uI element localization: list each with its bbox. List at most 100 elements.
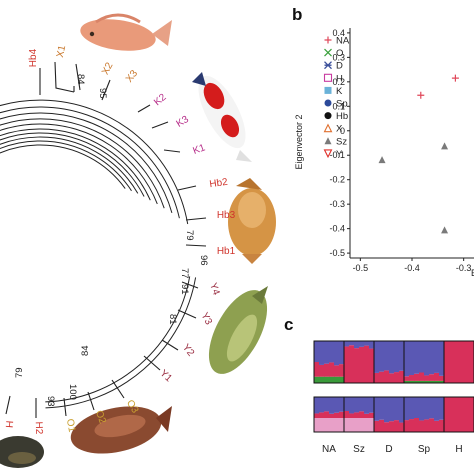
scatter-y-ticks: 0.4 0.3 0.2 0.1 0 -0.1 -0.2 -0.3 -0.4 -0.5 — [329, 28, 350, 258]
legend-label: Sp — [336, 99, 348, 110]
panel-label-b: b — [292, 5, 302, 24]
structure-bar-segment — [334, 412, 340, 418]
structure-bar-segment — [454, 397, 460, 432]
structure-bar-segment — [329, 418, 335, 432]
structure-bar-segment — [419, 380, 425, 383]
bootstrap-labels: 84 95 79 96 77 91 81 84 79 93 100 — [14, 74, 209, 407]
legend-label: O — [336, 48, 343, 59]
scatter-y-tick-label: 0.2 — [332, 77, 345, 87]
structure-bar-segment — [359, 418, 365, 432]
bootstrap-value: 77 — [179, 268, 190, 279]
tree-arc — [0, 118, 165, 209]
structure-bar-segment — [344, 411, 350, 418]
structure-bar-segment — [429, 418, 435, 432]
structure-bar-segment — [414, 380, 420, 383]
structure-bar-segment — [469, 397, 474, 432]
scatter-y-tick-label: -0.1 — [329, 150, 345, 160]
bootstrap-value: 84 — [75, 74, 86, 85]
tree-arc — [0, 99, 189, 225]
structure-bar-segment — [319, 397, 325, 413]
structure-bar-segment — [389, 397, 395, 422]
structure-bar-segment — [329, 413, 335, 418]
fish-photo-goldfish-top — [80, 13, 172, 51]
structure-bar-segment — [454, 341, 460, 383]
structure-bar-segment — [324, 418, 330, 432]
fish-photo-green-fish — [208, 286, 268, 374]
tree-arc — [0, 112, 173, 214]
leaf-label: Y2 — [180, 342, 196, 359]
structure-bar-segment — [419, 341, 425, 373]
tree-arc — [0, 136, 139, 194]
structure-bar-segment — [414, 341, 420, 374]
structure-bar-segment — [369, 418, 375, 432]
structure-bar-segment — [449, 341, 455, 383]
structure-bar-segment — [414, 418, 420, 432]
scatter-axes — [349, 28, 474, 259]
structure-bar-segment — [449, 397, 455, 432]
legend-label: K — [336, 86, 343, 97]
tree-arc — [45, 277, 197, 409]
structure-bar-segment — [349, 418, 355, 432]
leaf-label: Hb4 — [28, 48, 39, 67]
leaf-label: Hb3 — [217, 210, 236, 221]
fish-photo-brown-fish — [70, 406, 172, 454]
structure-bar-segment — [319, 376, 325, 383]
structure-bar-segment — [429, 380, 435, 383]
structure-bar-segment — [339, 364, 345, 377]
structure-category-label: D — [385, 444, 392, 455]
structure-bar-segment — [359, 346, 365, 383]
tree-arcs — [0, 99, 197, 409]
structure-bar-segment — [409, 380, 415, 383]
leaf-label: Hb2 — [209, 177, 229, 191]
structure-bar-segment — [334, 365, 340, 377]
leaf-label: H — [3, 420, 15, 428]
structure-bar-segment — [354, 341, 360, 349]
structure-bar-segment — [394, 372, 400, 383]
legend-marker — [324, 99, 332, 107]
structure-bar-segment — [409, 341, 415, 376]
structure-bar-segment — [344, 397, 350, 411]
bootstrap-value: 95 — [97, 88, 108, 99]
structure-bar-segment — [409, 419, 415, 432]
structure-bar-segment — [464, 341, 470, 383]
structure-bar-segment — [349, 413, 355, 418]
structure-bar-segment — [424, 419, 430, 432]
legend-marker — [323, 149, 333, 159]
structure-bar-segment — [434, 397, 440, 421]
structure-row-frame — [313, 396, 474, 433]
structure-bar-segment — [334, 397, 340, 413]
structure-category-label: Sz — [353, 444, 365, 455]
scatter-y-tick-label: 0.4 — [332, 28, 345, 38]
bootstrap-value: 79 — [184, 230, 195, 241]
structure-bar-segment — [439, 341, 445, 376]
structure-bar-segment — [379, 341, 385, 372]
structure-bar-segment — [364, 345, 370, 383]
leaf-label: O1 — [64, 418, 77, 433]
bootstrap-value: 93 — [45, 396, 56, 407]
scatter-x-tick-label: -0.3 — [456, 263, 472, 273]
structure-bar-segment — [379, 397, 385, 420]
structure-bar-segment — [389, 341, 395, 374]
structure-bar-segment — [354, 348, 360, 383]
structure-bar-segment — [319, 341, 325, 365]
structure-bar-segment — [409, 397, 415, 420]
scatter-point — [417, 91, 425, 99]
leaf-label: Y3 — [198, 311, 214, 327]
structure-bar-segment — [384, 422, 390, 432]
structure-bar-segment — [439, 380, 445, 383]
legend-label: Hb — [336, 111, 348, 122]
structure-bar-segment — [374, 397, 380, 421]
structure-bar-segment — [354, 418, 360, 432]
leaf-label: K1 — [192, 142, 208, 157]
structure-bar-segment — [434, 372, 440, 381]
branch-x1 — [54, 61, 75, 93]
leaf-label: Y1 — [157, 368, 174, 385]
structure-bar-segment — [384, 397, 390, 423]
structure-bar-segment — [334, 341, 340, 366]
leaf-label: X3 — [124, 68, 140, 85]
structure-bar-segment — [324, 376, 330, 383]
structure-bar-segment — [394, 341, 400, 373]
structure-bar-segment — [329, 341, 335, 363]
structure-bar-segment — [314, 397, 320, 414]
